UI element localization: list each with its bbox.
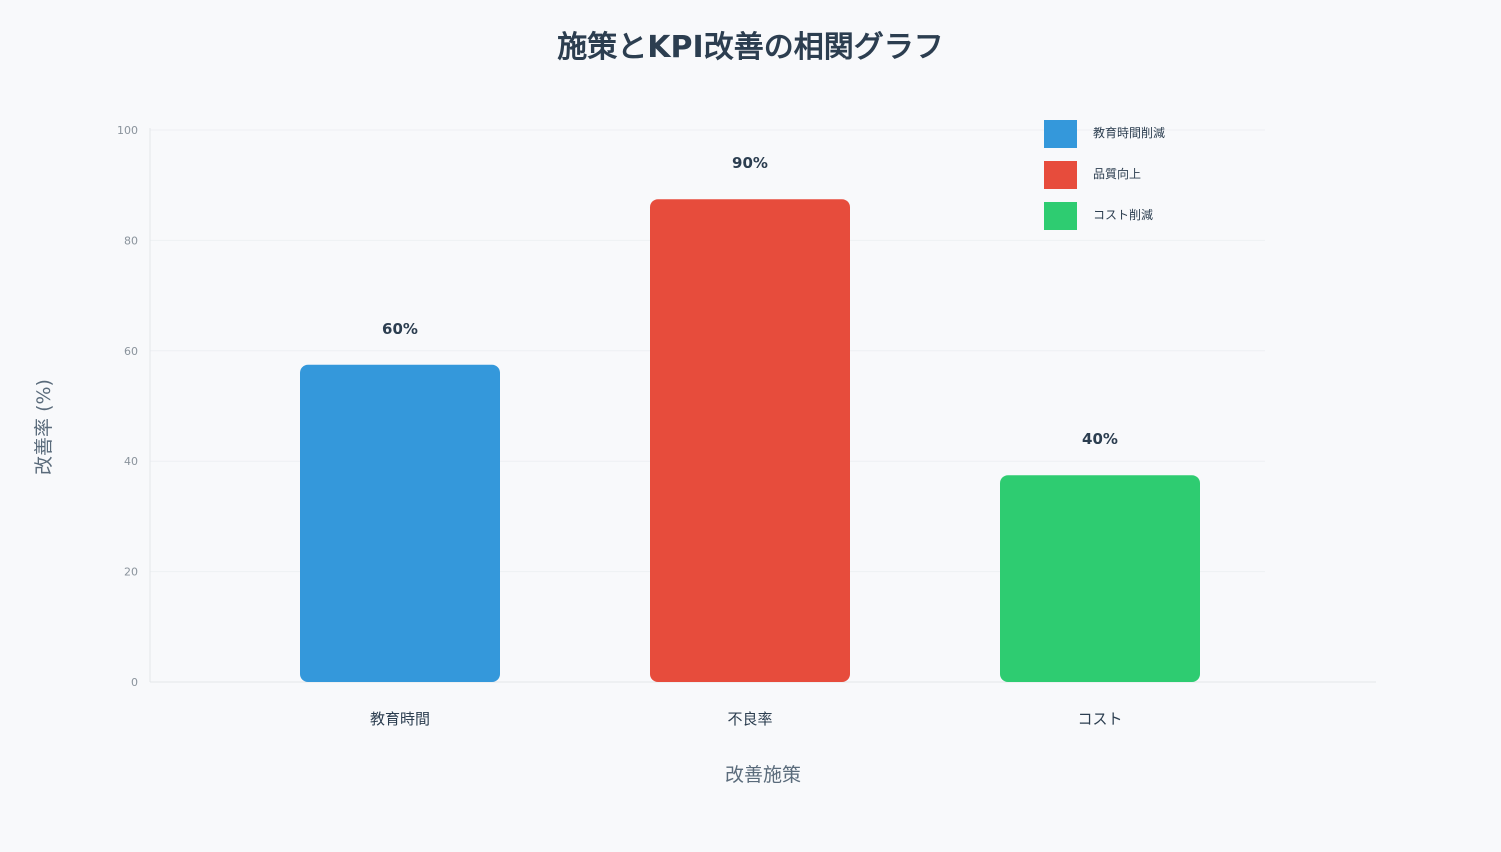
y-tick-label: 80 [124, 234, 138, 247]
legend-label: 教育時間削減 [1093, 125, 1165, 140]
y-tick-label: 0 [131, 676, 138, 689]
y-tick-label: 60 [124, 345, 138, 358]
legend-label: コスト削減 [1093, 207, 1153, 222]
bar-2 [650, 199, 850, 682]
x-tick-label: コスト [1077, 710, 1122, 728]
legend-swatch [1044, 202, 1077, 230]
bars: 60% 教育時間 90% 不良率 40% コスト [300, 154, 1200, 728]
data-label: 40% [1082, 430, 1118, 448]
x-tick-label: 教育時間 [370, 710, 430, 728]
data-label: 60% [382, 320, 418, 338]
legend-swatch [1044, 120, 1077, 148]
legend-swatch [1044, 161, 1077, 189]
y-tick-label: 100 [117, 124, 138, 137]
bar-1 [300, 364, 500, 682]
y-axis-ticks: 0 20 40 60 80 100 [117, 124, 138, 689]
x-tick-label: 不良率 [727, 710, 772, 728]
y-tick-label: 20 [124, 566, 138, 579]
y-axis-title: 改善率 (%) [33, 379, 55, 475]
chart-title: 施策とKPI改善の相関グラフ [557, 30, 944, 65]
y-tick-label: 40 [124, 455, 138, 468]
bar-3 [1000, 475, 1200, 682]
data-label: 90% [732, 154, 768, 172]
x-axis-title: 改善施策 [725, 764, 801, 786]
legend-label: 品質向上 [1093, 166, 1141, 181]
